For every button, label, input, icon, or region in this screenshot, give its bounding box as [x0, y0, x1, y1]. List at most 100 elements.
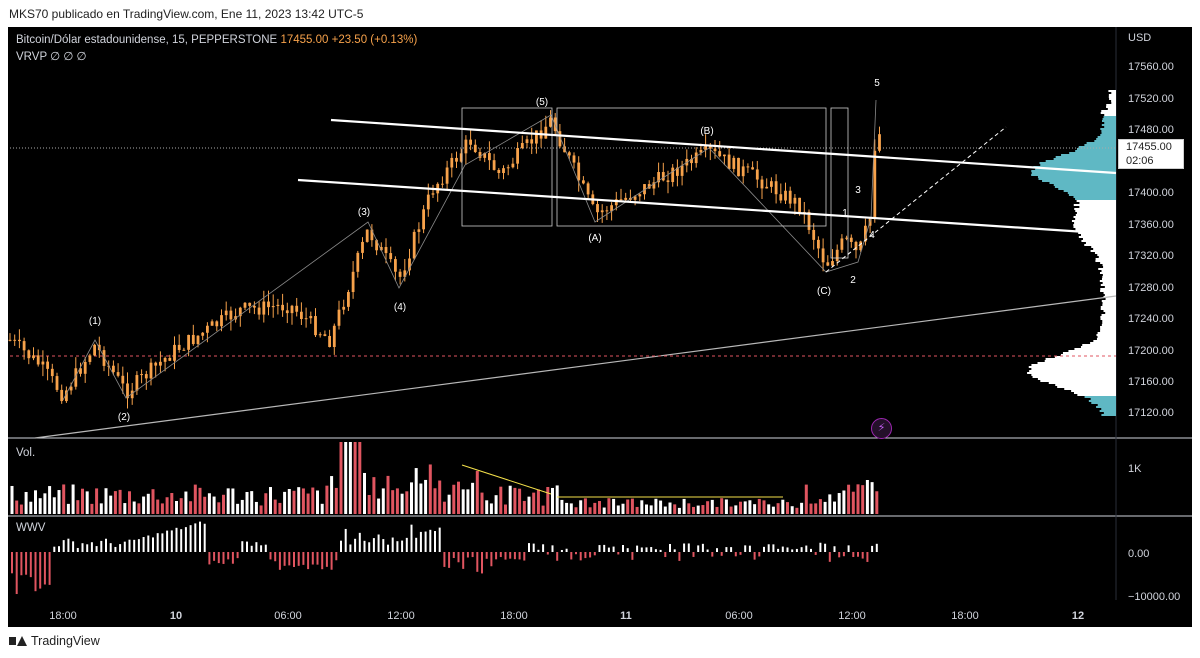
wwv-bar	[297, 552, 300, 566]
volume-bar	[659, 500, 663, 514]
candle	[229, 306, 233, 331]
channel-upper-line[interactable]	[330, 118, 1117, 175]
candle	[817, 236, 820, 259]
symbol-line[interactable]: Bitcoin/Dólar estadounidense, 15, PEPPER…	[16, 32, 417, 49]
time-axis[interactable]: 18:00 10 06:00 12:00 18:00 11 06:00 12:0…	[49, 610, 1084, 622]
volume-bar	[804, 484, 808, 514]
candle	[102, 346, 106, 372]
volume-bar	[776, 503, 780, 514]
wwv-bar	[142, 537, 145, 552]
range-box-1[interactable]	[461, 107, 553, 227]
candle	[318, 332, 322, 338]
volume-bar	[24, 491, 28, 514]
wwv-bar	[852, 552, 855, 558]
range-box-2[interactable]	[556, 107, 827, 227]
volume-bar	[696, 505, 700, 514]
lightning-icon[interactable]: ⚡	[871, 418, 892, 439]
profile-row	[1102, 282, 1116, 284]
wwv-bar	[217, 552, 220, 564]
range-box-3[interactable]	[830, 107, 849, 259]
volume-bar	[283, 491, 287, 514]
candle	[41, 350, 45, 377]
candle	[459, 148, 463, 163]
wwv-bar	[20, 552, 23, 576]
volume-bar	[513, 487, 517, 514]
candle	[591, 190, 595, 206]
volume-axis-tick: 1K	[1128, 463, 1142, 475]
vrvp-indicator-toggles[interactable]: ∅ ∅ ∅	[50, 51, 87, 63]
wwv-bar	[246, 541, 248, 552]
vrvp-indicator-name[interactable]: VRVP	[16, 51, 47, 63]
price-axis-ticks[interactable]: 17560.00 17520.00 17480.00 17400.00 1736…	[1128, 61, 1174, 419]
volume-bar	[546, 486, 550, 514]
wwv-bar	[396, 541, 399, 552]
indicator-line[interactable]: VRVP ∅ ∅ ∅	[16, 49, 417, 66]
wwv-bar	[499, 552, 502, 558]
candle	[723, 154, 726, 166]
wwv-bar	[847, 545, 850, 552]
profile-row	[1053, 158, 1116, 160]
profile-row	[1094, 252, 1116, 254]
candle	[314, 308, 317, 338]
volume-bar	[358, 442, 362, 514]
candle	[859, 240, 863, 253]
candle	[680, 160, 684, 186]
publish-info: MKS70 publicado en TradingView.com, Ene …	[9, 7, 364, 21]
profile-row	[1029, 370, 1116, 372]
volume-decline-line[interactable]	[461, 464, 552, 495]
profile-row	[1055, 384, 1116, 386]
publish-header: MKS70 publicado en TradingView.com, Ene …	[0, 0, 1200, 28]
profile-row	[1102, 276, 1116, 278]
tradingview-logo[interactable]: TradingView	[9, 634, 100, 648]
wwv-bar	[443, 552, 446, 567]
wwv-bar	[288, 552, 291, 566]
profile-row	[1075, 214, 1116, 216]
volume-bar	[330, 476, 334, 514]
candle	[351, 261, 355, 299]
profile-row	[1102, 320, 1116, 322]
candle	[464, 135, 468, 165]
volume-bar	[269, 487, 272, 514]
wwv-axis-tick: 0.00	[1128, 548, 1149, 560]
volume-bar	[522, 500, 526, 514]
wwv-bar	[208, 552, 211, 565]
profile-row	[1111, 92, 1116, 94]
profile-row	[1031, 368, 1116, 370]
volume-bar	[76, 500, 80, 514]
volume-bar	[301, 488, 305, 514]
profile-row	[1076, 212, 1116, 214]
projection-trendline[interactable]	[825, 126, 1007, 273]
volume-bar	[104, 488, 108, 514]
wwv-bar	[603, 544, 606, 552]
profile-row	[1101, 414, 1116, 416]
volume-bar	[245, 491, 249, 514]
profile-row	[1100, 262, 1116, 264]
profile-row	[1097, 336, 1116, 338]
profile-row	[1104, 126, 1116, 128]
candle	[553, 113, 557, 135]
wwv-bar	[720, 552, 723, 556]
candle	[116, 363, 120, 378]
volume-bar	[386, 475, 390, 514]
volume-bar	[433, 488, 437, 514]
candle	[191, 324, 195, 346]
profile-row	[1073, 224, 1116, 226]
time-tick: 12:00	[387, 610, 415, 622]
wave-label-3: (3)	[358, 207, 370, 218]
volume-bar	[739, 501, 742, 514]
wwv-bar	[546, 552, 549, 555]
symbol-title[interactable]: Bitcoin/Dólar estadounidense, 15, PEPPER…	[16, 34, 278, 46]
wwv-bar	[114, 546, 117, 552]
profile-row	[1108, 94, 1116, 96]
current-price-value: 17455.00	[1126, 141, 1172, 153]
elliott-wave-path[interactable]	[62, 99, 877, 401]
volume-bar	[466, 489, 470, 514]
channel-lower-line[interactable]	[297, 178, 1117, 236]
volume-bar	[447, 494, 451, 514]
long-support-trendline[interactable]	[34, 295, 1117, 439]
candle	[394, 256, 397, 281]
footer	[0, 628, 1200, 658]
profile-row	[1106, 106, 1116, 108]
wwv-bar	[25, 552, 28, 575]
